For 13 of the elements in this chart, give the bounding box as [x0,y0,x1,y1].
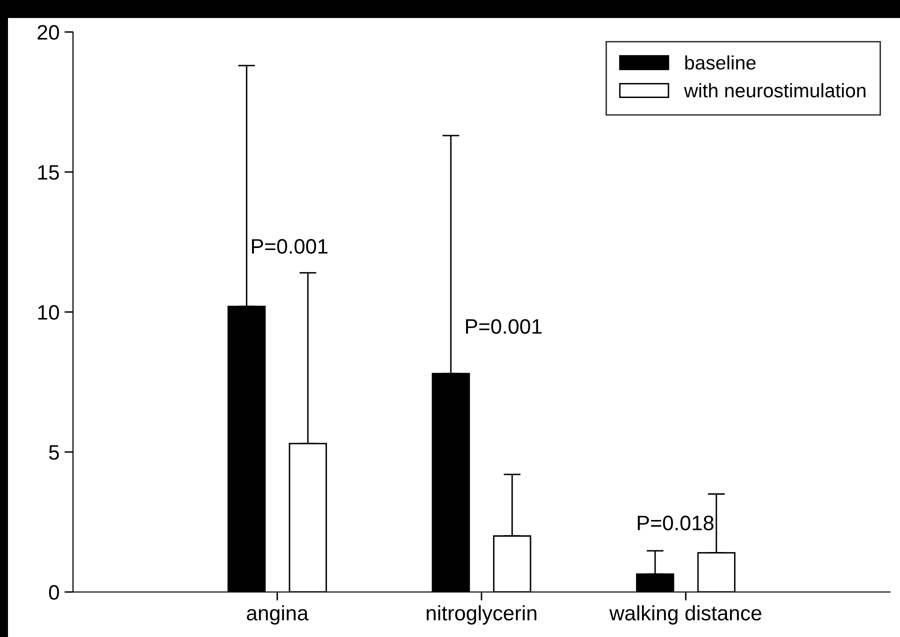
x-tick-label: angina [246,605,309,625]
y-tick-label: 5 [49,445,59,460]
y-tick-label: 15 [38,165,59,180]
x-tick-label: nitroglycerin [426,605,536,625]
annotation: P=0.018 [638,516,714,530]
x-tick-label: walking distance [609,605,762,625]
legend-label: with neurostimulation [684,83,866,98]
y-tick-label: 0 [49,585,59,600]
y-tick-label: 10 [38,305,59,320]
annotation: P=0.001 [466,319,542,334]
y-tick-label: 20 [38,25,59,40]
annotation: P=0.001 [252,239,328,254]
legend-label: baseline [685,55,756,70]
